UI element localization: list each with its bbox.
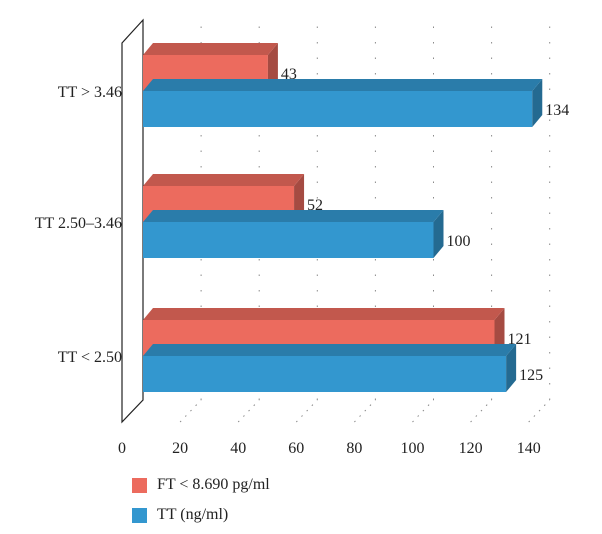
legend-item-tt: TT (ng/ml)	[132, 504, 270, 526]
legend: FT < 8.690 pg/ml TT (ng/ml)	[132, 474, 270, 534]
chart-frame	[121, 18, 144, 424]
x-axis-tick-labels: 0 20 40 60 80 100 120 140	[118, 440, 541, 457]
data-label-0-0: 43	[281, 66, 297, 83]
x-tick-label-100: 100	[401, 440, 425, 457]
bar-topface-1-0	[143, 79, 543, 91]
floor-gridline-60	[295, 399, 318, 423]
data-label-0-2: 121	[508, 331, 532, 348]
bar-topface-1-1	[143, 210, 444, 222]
floor-gridline-80	[354, 399, 376, 423]
floor-gridline-100	[412, 399, 434, 423]
bar-1-0	[143, 91, 533, 127]
legend-item-ft: FT < 8.690 pg/ml	[132, 474, 270, 496]
bar-chart: TT > 3.46 TT 2.50–3.46 TT < 2.50 0 20 40 60 80…	[35, 18, 569, 457]
bar-1-2	[143, 356, 507, 392]
floor-gridline-20	[179, 399, 202, 423]
bar-topface-0-0	[143, 43, 278, 55]
bar-1-1	[143, 222, 434, 258]
x-tick-label-40: 40	[230, 440, 246, 457]
legend-label-ft: FT < 8.690 pg/ml	[157, 476, 270, 493]
bar-topface-1-2	[143, 344, 517, 356]
category-label-0: TT > 3.46	[58, 84, 122, 101]
legend-label-tt: TT (ng/ml)	[157, 506, 229, 523]
category-label-1: TT 2.50–3.46	[35, 215, 122, 232]
bar-topface-0-1	[143, 174, 305, 186]
bar-side-1-2	[506, 344, 517, 392]
legend-swatch-tt	[132, 507, 147, 523]
bar-side-1-1	[433, 210, 444, 258]
category-label-2: TT < 2.50	[58, 349, 122, 366]
x-tick-label-0: 0	[118, 440, 126, 457]
category-labels: TT > 3.46 TT 2.50–3.46 TT < 2.50	[35, 84, 122, 366]
floor-gridline-120	[470, 399, 492, 423]
back-wall-frame	[121, 18, 144, 424]
floor-gridline-40	[237, 399, 260, 423]
x-tick-label-20: 20	[172, 440, 188, 457]
bars	[143, 43, 543, 392]
x-tick-label-80: 80	[346, 440, 362, 457]
x-tick-label-140: 140	[517, 440, 541, 457]
data-labels: 43 134 52 100 121 125	[281, 66, 569, 384]
floor-gridline-140	[528, 399, 551, 423]
x-tick-label-120: 120	[459, 440, 483, 457]
data-label-0-1: 52	[307, 197, 323, 214]
data-label-1-2: 125	[519, 367, 543, 384]
data-label-1-0: 134	[545, 102, 569, 119]
data-label-1-1: 100	[447, 233, 471, 250]
bar-side-1-0	[532, 79, 543, 127]
bar-topface-0-2	[143, 308, 505, 320]
x-tick-label-60: 60	[288, 440, 304, 457]
legend-swatch-ft	[132, 477, 147, 493]
